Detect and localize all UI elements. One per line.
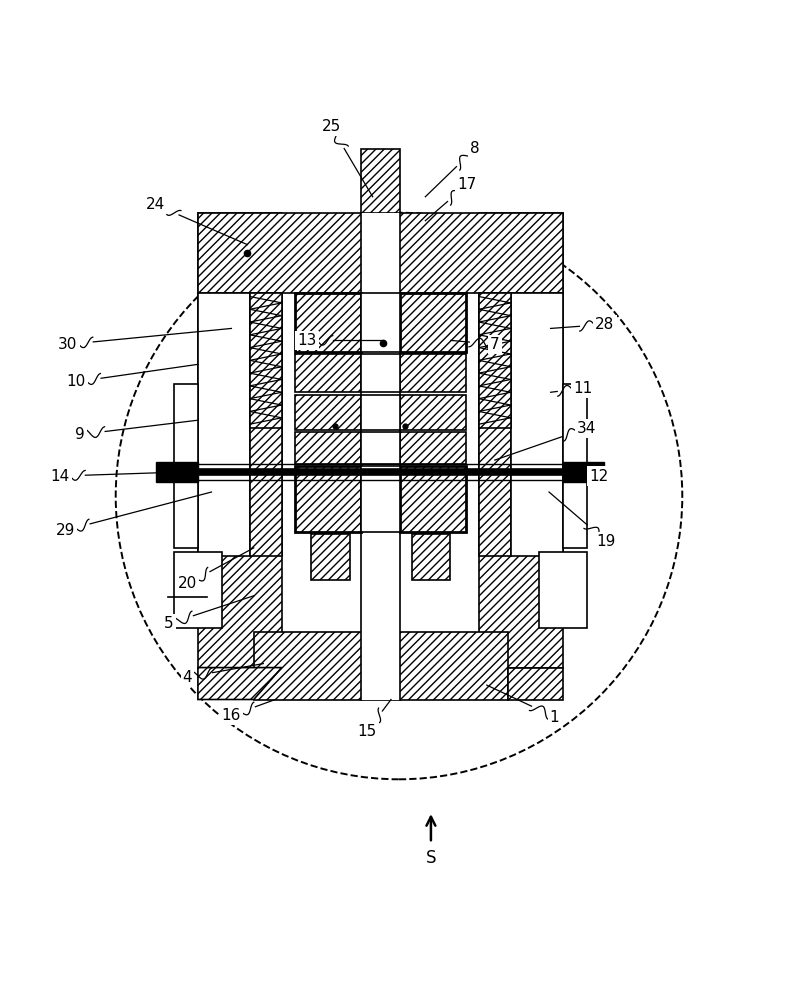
Bar xyxy=(295,354,361,392)
Bar xyxy=(295,466,361,532)
Text: 10: 10 xyxy=(66,374,85,389)
Bar xyxy=(412,534,450,580)
Text: 4: 4 xyxy=(183,670,192,685)
Bar xyxy=(198,293,282,556)
Bar xyxy=(400,293,466,352)
Text: 20: 20 xyxy=(178,576,197,591)
Bar xyxy=(198,293,250,556)
Bar xyxy=(295,432,361,464)
Bar xyxy=(361,466,400,532)
Text: 17: 17 xyxy=(457,177,476,192)
Bar xyxy=(198,213,563,293)
Text: 9: 9 xyxy=(75,427,85,442)
Bar xyxy=(539,552,587,628)
Bar xyxy=(400,354,466,392)
Bar xyxy=(400,395,466,430)
Text: 24: 24 xyxy=(146,197,165,212)
Bar xyxy=(361,149,400,213)
Bar xyxy=(511,293,563,556)
Text: 8: 8 xyxy=(470,141,480,156)
Text: 16: 16 xyxy=(222,708,241,723)
Text: 12: 12 xyxy=(589,469,608,484)
Bar xyxy=(563,462,604,482)
Text: 14: 14 xyxy=(50,469,69,484)
Bar xyxy=(361,432,400,464)
Bar xyxy=(156,462,198,482)
Polygon shape xyxy=(508,668,563,700)
Text: 25: 25 xyxy=(322,119,341,134)
Bar xyxy=(400,432,466,464)
Text: 7: 7 xyxy=(490,337,500,352)
Text: 19: 19 xyxy=(597,534,616,549)
Bar xyxy=(311,534,350,580)
Bar xyxy=(295,293,361,352)
Bar xyxy=(479,293,563,556)
Bar xyxy=(250,293,282,556)
Bar xyxy=(174,384,198,548)
Bar xyxy=(563,384,587,548)
Text: 30: 30 xyxy=(58,337,77,352)
Text: 28: 28 xyxy=(595,317,614,332)
Bar xyxy=(254,632,508,700)
Text: 29: 29 xyxy=(56,523,75,538)
Bar xyxy=(400,466,466,532)
Text: 34: 34 xyxy=(577,421,596,436)
Bar xyxy=(479,293,511,428)
Text: 5: 5 xyxy=(164,616,174,631)
Text: S: S xyxy=(425,849,437,867)
Bar xyxy=(250,293,282,428)
Bar xyxy=(361,213,400,700)
Polygon shape xyxy=(198,668,282,700)
Bar xyxy=(361,293,400,352)
Bar xyxy=(479,213,563,668)
Text: 13: 13 xyxy=(298,333,317,348)
Bar xyxy=(361,395,400,430)
Bar xyxy=(361,354,400,392)
Text: 11: 11 xyxy=(573,381,592,396)
Text: 1: 1 xyxy=(550,710,559,725)
Bar xyxy=(295,395,361,430)
Bar xyxy=(198,213,282,668)
Bar xyxy=(479,293,511,556)
Text: 15: 15 xyxy=(358,724,377,739)
Bar xyxy=(174,552,222,628)
